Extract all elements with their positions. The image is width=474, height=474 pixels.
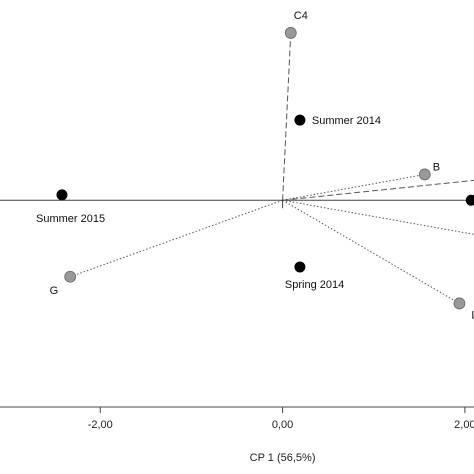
loading-line-l: [282, 199, 460, 304]
observation-point-sp: [465, 194, 474, 206]
variable-point-g: [64, 270, 77, 283]
x-axis-title: CP 1 (56,5%): [250, 452, 316, 464]
x-tick-label: 2,00: [454, 419, 474, 431]
point-label-summer-2015: Summer 2015: [36, 213, 105, 225]
x-axis-ticks: -2,00 0,00 2,00: [88, 407, 474, 431]
point-label-spring-2014: Spring 2014: [285, 279, 344, 291]
observation-point-summer-2015: [56, 189, 68, 201]
observation-point-spring-2014: [294, 261, 306, 273]
point-label-b: B: [433, 161, 440, 173]
x-tick-label: -2,00: [88, 419, 113, 431]
loading-lines: [70, 32, 474, 304]
loading-line-g: [70, 199, 283, 278]
point-label-g: G: [50, 285, 59, 297]
loading-line-c4: [282, 32, 292, 201]
point-label-l: L: [471, 309, 474, 321]
variable-point-b: [418, 168, 431, 181]
axes: [0, 199, 474, 408]
loading-line-unlabeled: [282, 199, 474, 235]
variable-point-c4: [284, 27, 297, 39]
observation-point-summer-2014: [294, 114, 306, 126]
loading-line-b: [282, 173, 425, 201]
point-label-summer-2014: Summer 2014: [312, 115, 381, 127]
x-tick-label: 0,00: [272, 419, 293, 431]
points: [56, 27, 474, 310]
point-label-c4: C4: [294, 10, 308, 22]
loading-line-unlabeled: [282, 179, 474, 201]
variable-point-l: [453, 297, 466, 310]
